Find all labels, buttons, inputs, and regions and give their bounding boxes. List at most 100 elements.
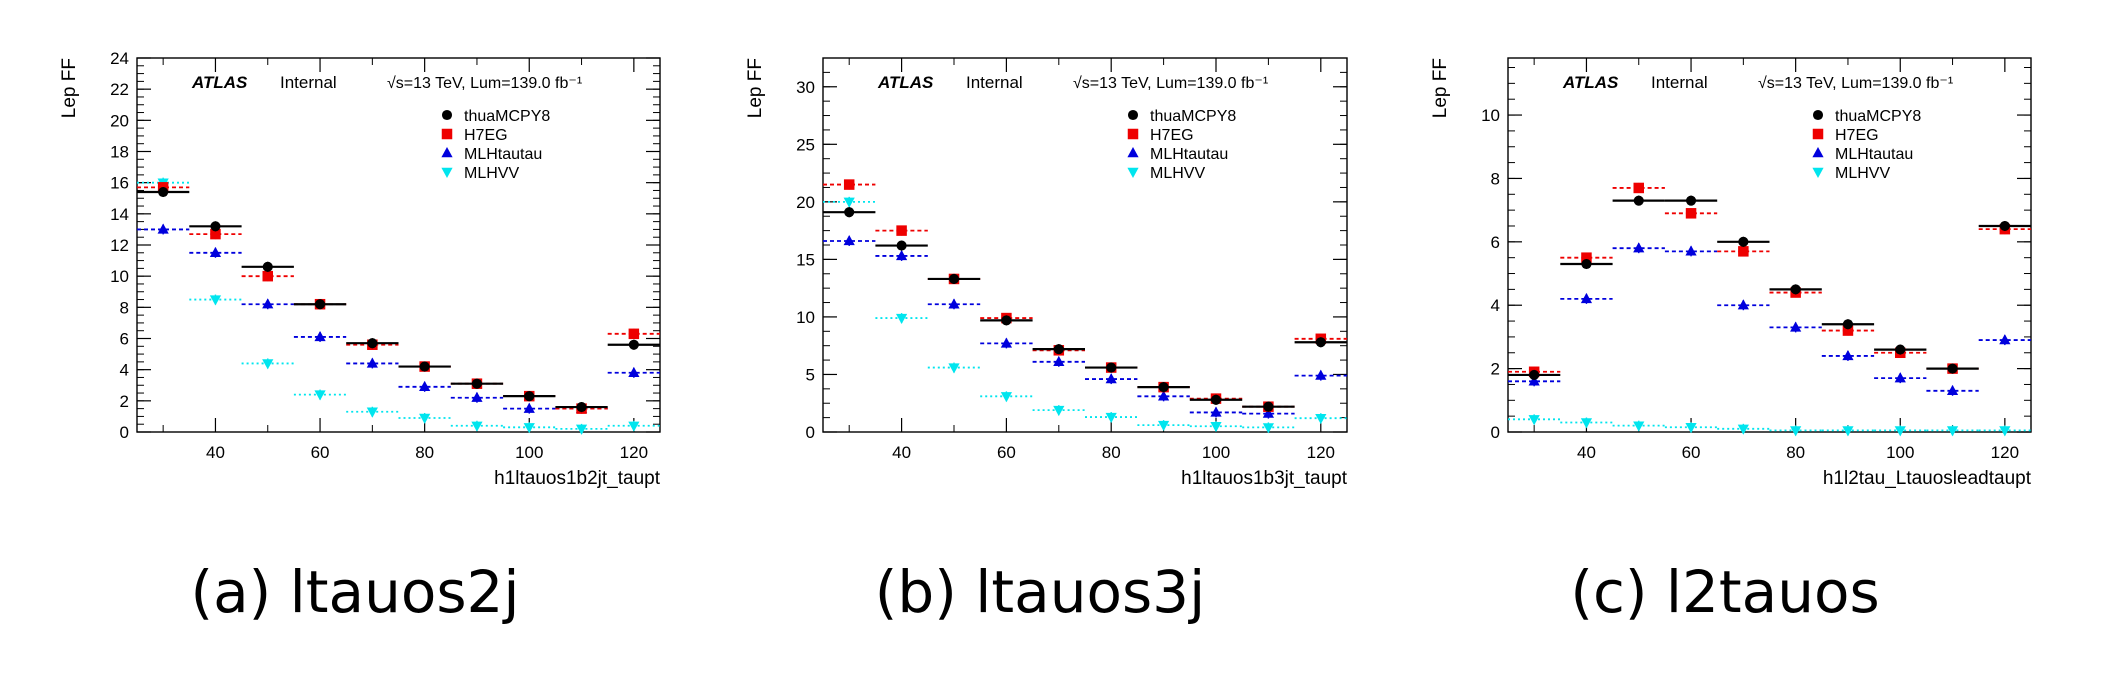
- data-point-mlhvv: [628, 421, 640, 432]
- data-point-mlhtautau: [948, 298, 960, 309]
- data-point-mlhvv: [262, 359, 274, 370]
- y-tick-label: 10: [110, 267, 129, 286]
- data-point-mlhvv: [1633, 421, 1645, 432]
- data-point-mlhvv: [1315, 413, 1327, 425]
- x-tick-label: 60: [311, 443, 330, 462]
- data-point-h7eg: [1685, 208, 1697, 219]
- x-tick-label: 120: [1991, 443, 2019, 462]
- data-point-mlhvv: [1999, 426, 2011, 437]
- legend-entry-mlhvv: MLHVV: [464, 165, 519, 182]
- subfigure-caption-2: (b) ltauos3j: [875, 558, 1205, 626]
- data-point-mlhtautau: [1894, 372, 1906, 383]
- data-point-h7eg: [262, 270, 273, 282]
- data-point-mlhtautau: [1210, 406, 1222, 417]
- data-point-mlhvv: [1000, 392, 1012, 403]
- data-point-mlhvv: [1105, 412, 1117, 423]
- x-tick-label: 100: [515, 443, 543, 462]
- data-point-mlhtautau: [1105, 373, 1117, 384]
- data-point-mlhvv: [1946, 426, 1959, 437]
- legend-marker-h7eg: [441, 128, 453, 140]
- legend-entry-mlhtautau: MLHtautau: [464, 146, 542, 163]
- data-point-thuamcpy8: [210, 221, 221, 232]
- data-point-thuamcpy8: [524, 391, 535, 402]
- data-point-thuamcpy8: [1210, 394, 1222, 405]
- data-point-h7eg: [896, 225, 907, 236]
- data-point-mlhtautau: [1315, 369, 1327, 380]
- atlas-label: ATLAS: [1562, 73, 1619, 92]
- data-point-mlhvv: [843, 197, 855, 208]
- data-point-thuamcpy8: [1106, 362, 1117, 373]
- data-point-thuamcpy8: [1001, 315, 1012, 326]
- x-tick-label: 40: [206, 443, 225, 462]
- atlas-label: ATLAS: [191, 73, 248, 92]
- data-point-thuamcpy8: [1263, 401, 1274, 412]
- data-point-mlhtautau: [419, 380, 431, 392]
- y-tick-label: 5: [806, 365, 815, 384]
- data-point-thuamcpy8: [576, 402, 587, 413]
- y-tick-label: 22: [110, 80, 129, 99]
- data-point-thuamcpy8: [1947, 363, 1958, 374]
- data-point-thuamcpy8: [315, 299, 326, 310]
- data-point-mlhvv: [896, 313, 908, 325]
- y-tick-label: 15: [796, 250, 815, 269]
- data-point-mlhtautau: [1000, 337, 1012, 348]
- data-point-mlhtautau: [1999, 334, 2011, 345]
- data-point-thuamcpy8: [1529, 369, 1540, 380]
- internal-label: Internal: [1651, 73, 1708, 92]
- legend-entry-h7eg: H7EG: [464, 127, 508, 144]
- x-tick-label: 60: [997, 443, 1016, 462]
- data-point-mlhtautau: [843, 235, 855, 246]
- data-point-thuamcpy8: [844, 207, 855, 218]
- data-point-mlhvv: [523, 423, 535, 434]
- subfigure-caption-3: (c) l2tauos: [1570, 558, 1879, 626]
- data-point-thuamcpy8: [1053, 344, 1064, 355]
- data-point-mlhvv: [1737, 424, 1749, 435]
- subfigure-caption-1: (a) ltauos2j: [190, 558, 519, 626]
- y-tick-label: 6: [1491, 233, 1500, 252]
- data-point-mlhtautau: [471, 391, 483, 402]
- data-point-h7eg: [628, 328, 640, 340]
- x-tick-label: 100: [1886, 443, 1914, 462]
- data-point-mlhvv: [471, 421, 483, 432]
- data-point-h7eg: [1842, 325, 1854, 336]
- data-point-mlhtautau: [366, 357, 378, 368]
- y-axis-title: Lep FF: [59, 58, 80, 118]
- legend-marker-thuamcpy8: [1127, 109, 1139, 121]
- data-point-h7eg: [1581, 252, 1592, 263]
- data-point-mlhtautau: [1633, 242, 1645, 253]
- legend-marker-mlhtautau: [1127, 147, 1139, 158]
- x-tick-label: 120: [1307, 443, 1335, 462]
- data-point-thuamcpy8: [1738, 236, 1749, 247]
- y-tick-label: 0: [120, 423, 129, 442]
- data-point-mlhtautau: [1685, 245, 1697, 256]
- data-point-thuamcpy8: [628, 339, 639, 350]
- data-point-mlhtautau: [1262, 407, 1274, 418]
- x-axis-title: h1l2tau_Ltauosleadtaupt: [1823, 468, 2032, 489]
- x-axis-title: h1ltauos1b2jt_taupt: [494, 468, 661, 489]
- y-tick-label: 16: [110, 174, 129, 193]
- data-point-thuamcpy8: [948, 273, 960, 284]
- legend-entry-thuamcpy8: thuaMCPY8: [464, 108, 550, 125]
- data-point-mlhvv: [1580, 418, 1593, 429]
- y-tick-label: 0: [1491, 423, 1500, 442]
- data-point-thuamcpy8: [1315, 337, 1326, 348]
- y-tick-label: 4: [120, 361, 129, 380]
- data-point-mlhtautau: [1053, 355, 1065, 367]
- data-point-thuamcpy8: [896, 240, 907, 251]
- data-point-mlhvv: [1210, 422, 1222, 433]
- data-point-mlhtautau: [1580, 292, 1593, 304]
- y-tick-label: 2: [1491, 360, 1500, 379]
- x-tick-label: 40: [1577, 443, 1596, 462]
- legend-entry-thuamcpy8: thuaMCPY8: [1835, 108, 1921, 125]
- legend-marker-mlhvv: [441, 167, 453, 178]
- legend-marker-h7eg: [1127, 128, 1139, 140]
- data-point-mlhtautau: [262, 298, 274, 309]
- data-point-mlhtautau: [157, 223, 169, 234]
- chart-panel-2: 0 5 10 15 20 25 30 40 60 80 100 120 h1ltauos1b3jt_ta…: [745, 57, 1348, 489]
- legend-entry-mlhtautau: MLHtautau: [1835, 146, 1913, 163]
- data-point-mlhtautau: [628, 366, 640, 377]
- x-tick-label: 80: [1786, 443, 1805, 462]
- data-point-mlhtautau: [1842, 349, 1854, 361]
- legend-entry-h7eg: H7EG: [1150, 127, 1194, 144]
